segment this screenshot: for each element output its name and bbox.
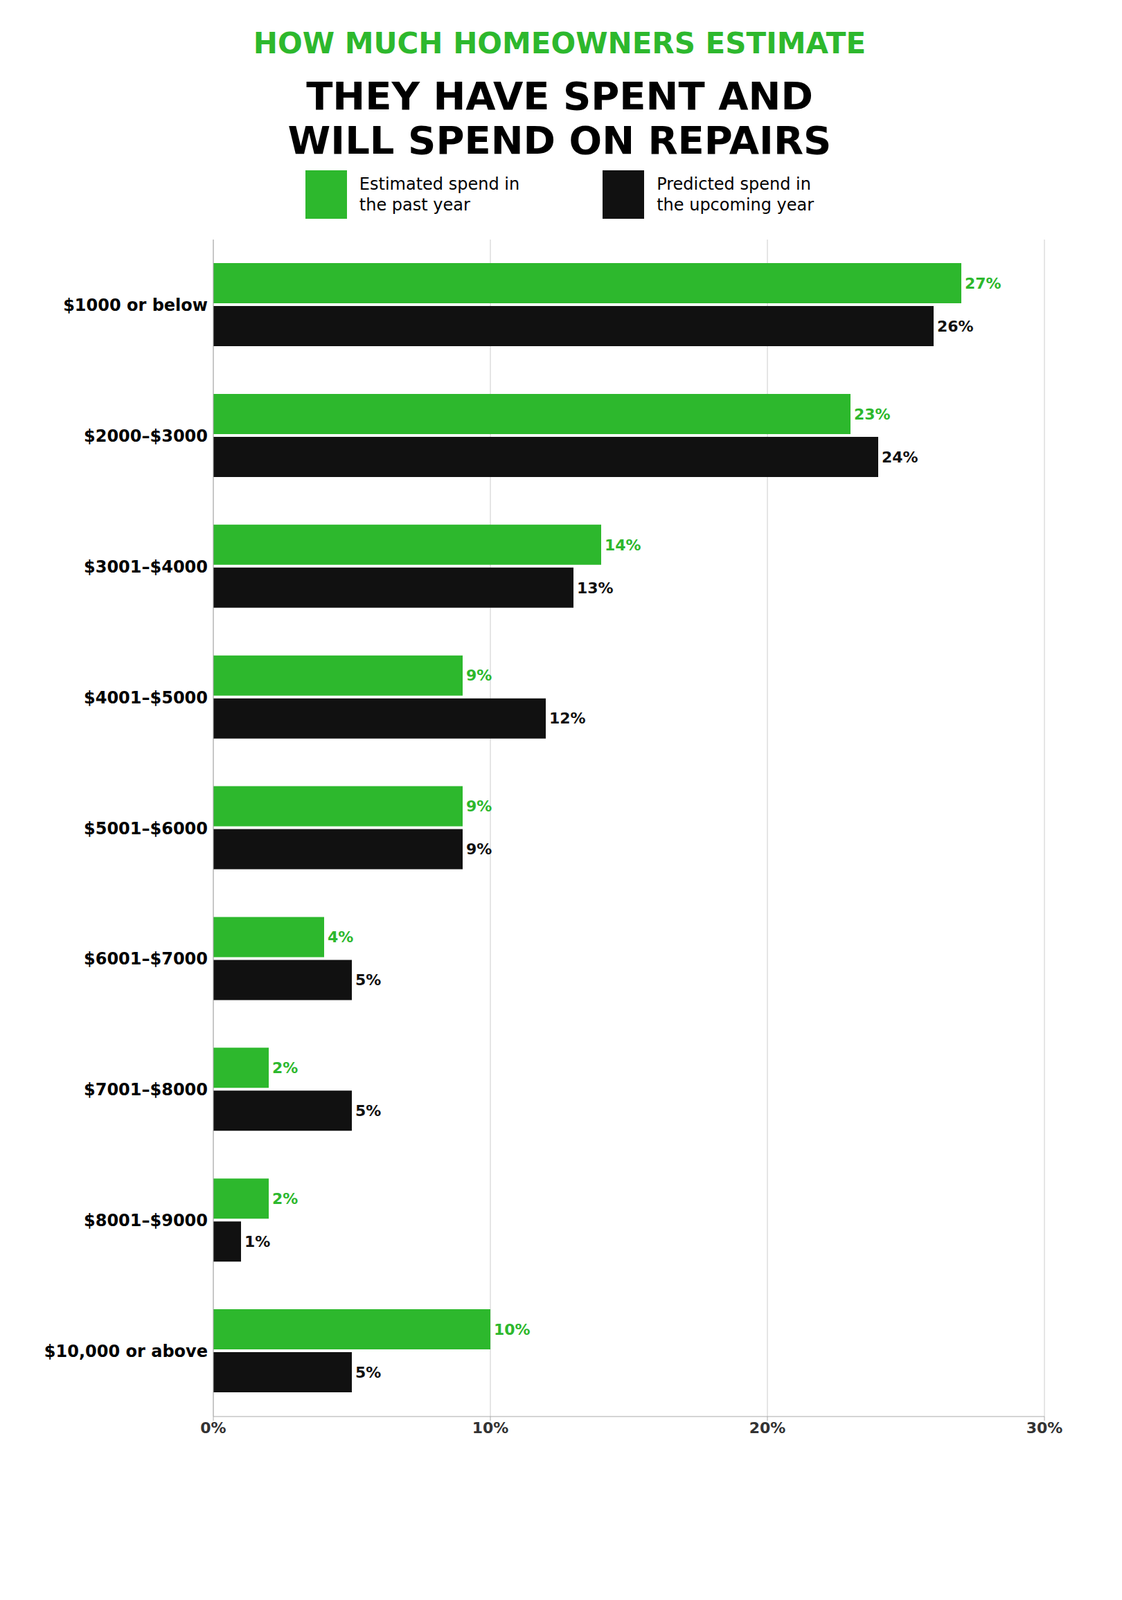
svg-text:30%: 30%: [1026, 1419, 1064, 1437]
svg-text:10%: 10%: [472, 1419, 510, 1437]
html-text:Predicted spend in the upcomin: Predicted spend in the upcoming year: [656, 174, 814, 215]
svg-text:10%: 10%: [493, 1321, 531, 1339]
svg-text:$8001–$9000: $8001–$9000: [83, 1211, 208, 1231]
svg-text:9%: 9%: [466, 840, 492, 859]
svg-text:$7001–$8000: $7001–$8000: [83, 1080, 208, 1100]
svg-text:0%: 0%: [200, 1419, 226, 1437]
html-text:HOW MUCH HOMEOWNERS ESTIMATE: HOW MUCH HOMEOWNERS ESTIMATE: [253, 26, 866, 61]
svg-text:27%: 27%: [964, 274, 1002, 293]
svg-text:13%: 13%: [576, 579, 614, 597]
svg-text:$4001–$5000: $4001–$5000: [83, 687, 208, 708]
svg-text:1%: 1%: [244, 1233, 271, 1251]
svg-text:2%: 2%: [272, 1059, 298, 1077]
svg-text:9%: 9%: [466, 666, 492, 685]
html-text:Estimated spend in the past ye: Estimated spend in the past year: [359, 174, 520, 215]
svg-text:$2000–$3000: $2000–$3000: [83, 426, 208, 447]
html-text:THEY HAVE SPENT AND WILL SPEND: THEY HAVE SPENT AND WILL SPEND ON REPAIR…: [287, 73, 832, 164]
svg-text:26%: 26%: [937, 317, 974, 336]
svg-text:24%: 24%: [881, 448, 919, 466]
svg-text:$10,000 or above: $10,000 or above: [44, 1342, 208, 1362]
svg-text:5%: 5%: [355, 1102, 381, 1120]
svg-text:5%: 5%: [355, 971, 381, 990]
svg-text:9%: 9%: [466, 797, 492, 816]
svg-text:$6001–$7000: $6001–$7000: [83, 949, 208, 969]
svg-text:14%: 14%: [604, 536, 642, 554]
svg-text:$3001–$4000: $3001–$4000: [83, 557, 208, 577]
svg-text:4%: 4%: [327, 928, 354, 947]
svg-text:12%: 12%: [549, 709, 586, 728]
svg-text:5%: 5%: [355, 1364, 381, 1382]
svg-text:20%: 20%: [749, 1419, 787, 1437]
svg-text:$5001–$6000: $5001–$6000: [83, 818, 208, 839]
svg-text:$1000 or below: $1000 or below: [63, 295, 208, 316]
svg-text:2%: 2%: [272, 1190, 298, 1208]
svg-text:23%: 23%: [853, 405, 891, 423]
